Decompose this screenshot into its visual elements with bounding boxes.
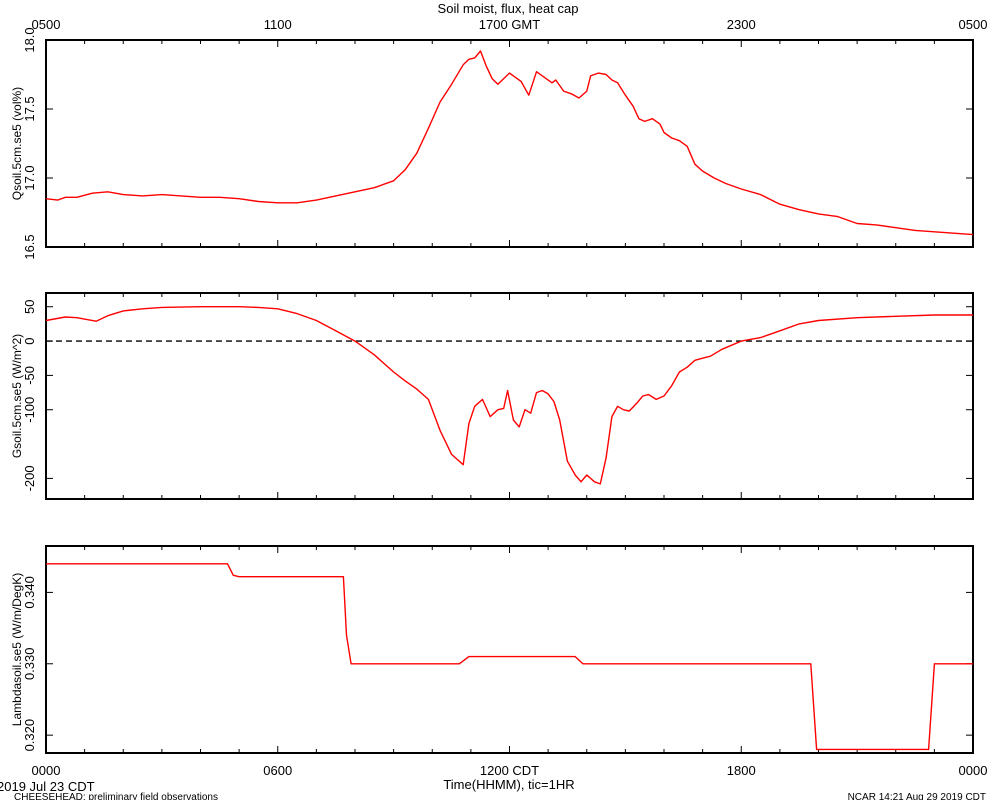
y-tick-label: 17.5 [22, 96, 37, 121]
top-tick-label: 0500 [32, 17, 61, 32]
y-tick-label: -100 [22, 397, 37, 423]
soil-thermal-conductivity-frame [45, 545, 974, 754]
bottom-tick-label: 0600 [263, 763, 292, 778]
chart-title: Soil moist, flux, heat cap [438, 1, 579, 16]
y-tick-label: 50 [22, 299, 37, 313]
bottom-tick-label: 0000 [959, 763, 988, 778]
soil-heat-flux-series-line [45, 306, 973, 485]
footer-stamp: NCAR 14:21 Aug 29 2019 CDT [848, 792, 986, 800]
y-axis-label: Lambdasoil.se5 (W/m/DegK) [10, 573, 24, 726]
y-tick-label: 0.320 [22, 719, 37, 752]
soil-thermal-conductivity-series-line [46, 563, 973, 751]
soil-heat-flux-frame [45, 292, 974, 500]
bottom-tick-label: 0000 [32, 763, 61, 778]
bottom-time-axis: 0000 0600 1200 CDT 1800 0000 [32, 763, 988, 778]
top-time-axis: 0500 1100 1700 GMT 2300 0500 [32, 17, 988, 32]
soil-moisture-panel: 16.5 17.0 17.5 18.0 Qsoil.5cm.se5 (vol%) [10, 27, 974, 260]
y-tick-label: 16.5 [22, 234, 37, 259]
y-tick-label: -50 [22, 366, 37, 385]
top-tick-label: 1700 GMT [479, 17, 540, 32]
x-axis-label: Time(HHMM), tic=1HR [443, 777, 574, 792]
y-tick-label: 18.0 [22, 27, 37, 52]
top-tick-label: 2300 [727, 17, 756, 32]
top-tick-label: 0500 [959, 17, 988, 32]
soil-moisture-series-line [45, 50, 974, 236]
soil-heat-flux-panel: -200 -100 -50 0 50 Gsoil.5cm.se5 (W/m^2) [10, 292, 974, 500]
footer-project: CHEESEHEAD: preliminary field observatio… [14, 792, 218, 800]
chart-panels: 16.5 17.0 17.5 18.0 Qsoil.5cm.se5 (vol%) -200… [10, 27, 974, 754]
y-axis-label: Gsoil.5cm.se5 (W/m^2) [10, 334, 24, 458]
footer-date: 2019 Jul 23 CDT [0, 779, 95, 794]
bottom-tick-label: 1800 [727, 763, 756, 778]
y-tick-label: 17.0 [22, 165, 37, 190]
y-tick-label: 0.330 [22, 648, 37, 681]
y-tick-label: 0.340 [22, 576, 37, 609]
bottom-tick-label: 1200 CDT [480, 763, 539, 778]
y-axis-label: Qsoil.5cm.se5 (vol%) [10, 87, 24, 200]
y-tick-label: -200 [22, 465, 37, 491]
y-tick-label: 0 [22, 337, 37, 344]
top-tick-label: 1100 [264, 17, 292, 32]
